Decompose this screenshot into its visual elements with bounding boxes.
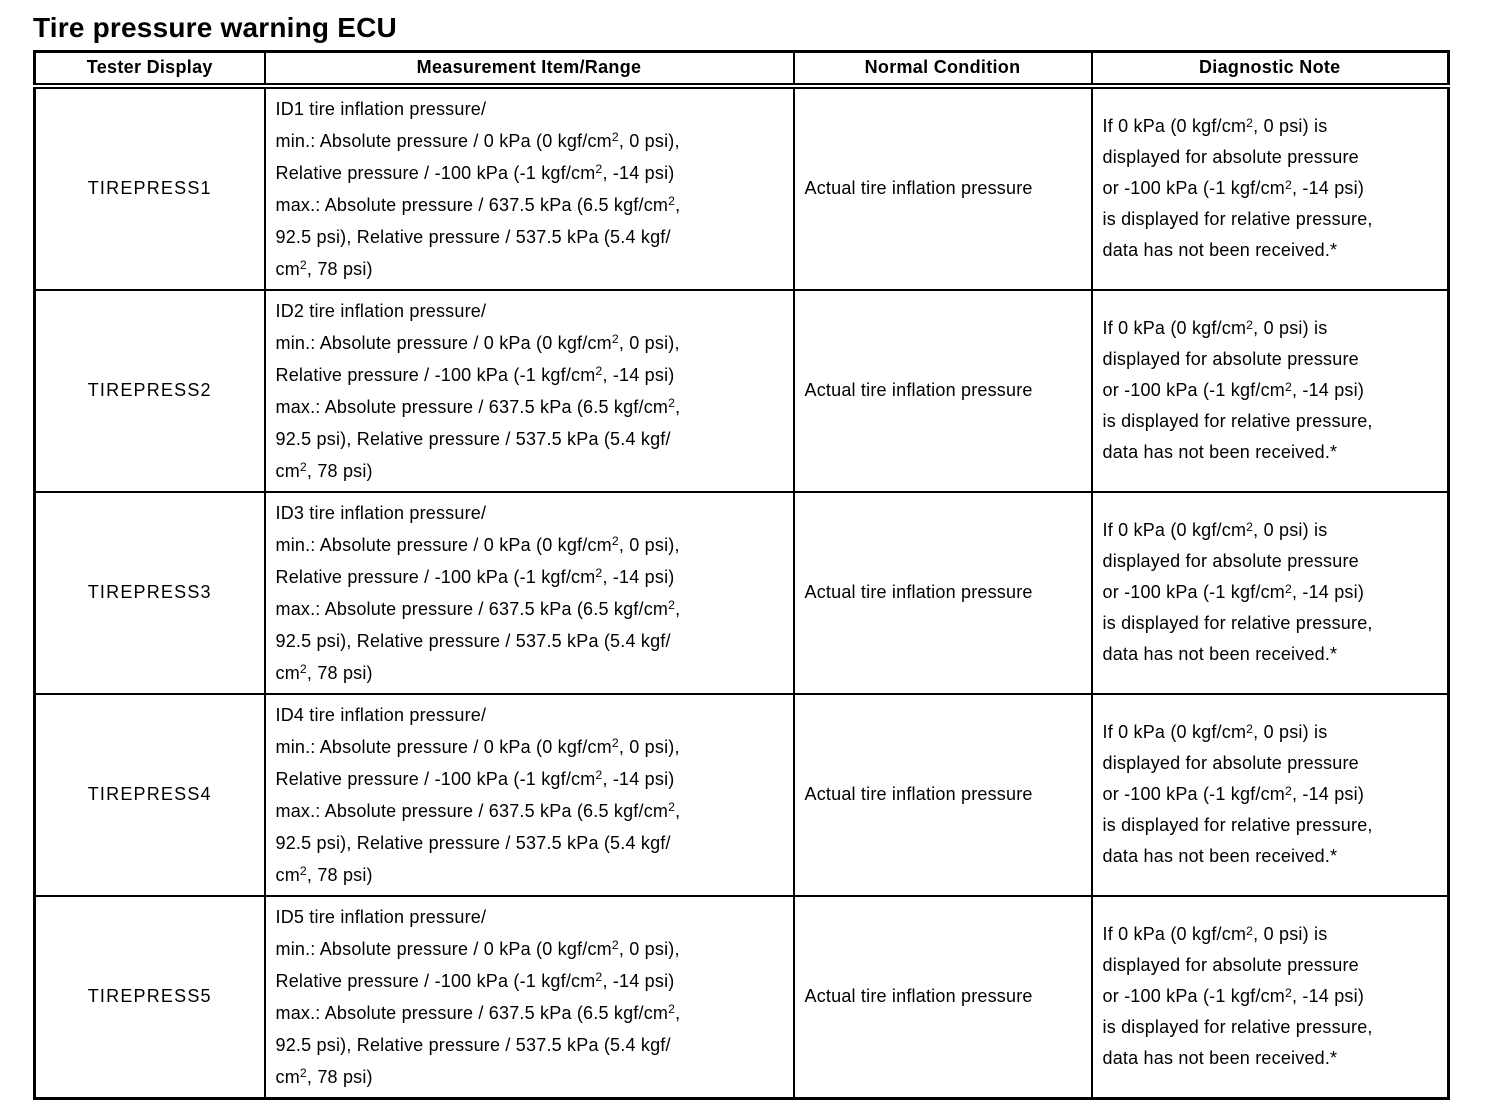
text-line: ID1 tire inflation pressure/ (275, 98, 487, 119)
text-line: data has not been received.* (1102, 644, 1338, 664)
text-line: Relative pressure / -100 kPa (-1 kgf/cm2… (275, 970, 675, 991)
text-line: data has not been received.* (1102, 1048, 1338, 1068)
table-row-tirepress4: TIREPRESS4 ID4 tire inflation pressure/m… (33, 692, 1450, 897)
text-line: ID5 tire inflation pressure/ (275, 906, 487, 927)
diagnostic-note-cell: If 0 kPa (0 kgf/cm2, 0 psi) is displayed … (1090, 84, 1450, 291)
text-line: 92.5 psi), Relative pressure / 537.5 kPa… (275, 1034, 671, 1055)
tester-display-cell: TIREPRESS4 (33, 692, 266, 897)
text-line: max.: Absolute pressure / 637.5 kPa (6.5… (275, 1002, 681, 1023)
text-line: data has not been received.* (1102, 240, 1338, 260)
diagnostic-note-cell: If 0 kPa (0 kgf/cm2, 0 psi) is displayed … (1090, 490, 1450, 695)
text-line: max.: Absolute pressure / 637.5 kPa (6.5… (275, 598, 681, 619)
text-line: Relative pressure / -100 kPa (-1 kgf/cm2… (275, 768, 675, 789)
tester-display-cell: TIREPRESS3 (33, 490, 266, 695)
text-line: max.: Absolute pressure / 637.5 kPa (6.5… (275, 800, 681, 821)
normal-condition-cell: Actual tire inflation pressure (792, 894, 1093, 1099)
text-line: is displayed for relative pressure, (1102, 209, 1373, 229)
diagnostic-note-cell: If 0 kPa (0 kgf/cm2, 0 psi) is displayed … (1090, 894, 1450, 1099)
text-line: or -100 kPa (-1 kgf/cm2, -14 psi) (1102, 581, 1365, 602)
tire-pressure-table: Tester Display Measurement Item/Range No… (33, 50, 1450, 1100)
text-line: If 0 kPa (0 kgf/cm2, 0 psi) is (1102, 923, 1328, 944)
measurement-item-range-cell: ID4 tire inflation pressure/min.: Absolu… (263, 692, 795, 897)
text-line: Relative pressure / -100 kPa (-1 kgf/cm2… (275, 364, 675, 385)
header-row: Tester Display Measurement Item/Range No… (33, 50, 1450, 89)
measurement-item-range-cell: ID5 tire inflation pressure/min.: Absolu… (263, 894, 795, 1099)
text-line: Relative pressure / -100 kPa (-1 kgf/cm2… (275, 162, 675, 183)
text-line: ID2 tire inflation pressure/ (275, 300, 487, 321)
text-line: cm2, 78 psi) (275, 662, 373, 683)
page-title: Tire pressure warning ECU (33, 12, 397, 43)
tester-display-cell: TIREPRESS5 (33, 894, 266, 1099)
measurement-item-range-cell: ID2 tire inflation pressure/min.: Absolu… (263, 288, 795, 493)
text-line: is displayed for relative pressure, (1102, 1017, 1373, 1037)
text-line: min.: Absolute pressure / 0 kPa (0 kgf/c… (275, 736, 680, 757)
text-line: 92.5 psi), Relative pressure / 537.5 kPa… (275, 428, 671, 449)
measurement-item-range-cell: ID3 tire inflation pressure/min.: Absolu… (263, 490, 795, 695)
text-line: or -100 kPa (-1 kgf/cm2, -14 psi) (1102, 783, 1365, 804)
header-normal-condition: Normal Condition (792, 50, 1093, 89)
text-line: displayed for absolute pressure (1102, 349, 1359, 369)
table-row-tirepress1: TIREPRESS1 ID1 tire inflation pressure/m… (33, 84, 1450, 291)
header-diagnostic-note: Diagnostic Note (1090, 50, 1450, 89)
normal-condition-cell: Actual tire inflation pressure (792, 490, 1093, 695)
text-line: ID3 tire inflation pressure/ (275, 502, 487, 523)
text-line: displayed for absolute pressure (1102, 551, 1359, 571)
header-tester-display: Tester Display (33, 50, 266, 89)
header-measurement-item-range: Measurement Item/Range (263, 50, 795, 89)
text-line: min.: Absolute pressure / 0 kPa (0 kgf/c… (275, 332, 680, 353)
text-line: max.: Absolute pressure / 637.5 kPa (6.5… (275, 396, 681, 417)
tester-display-cell: TIREPRESS1 (33, 84, 266, 291)
text-line: or -100 kPa (-1 kgf/cm2, -14 psi) (1102, 985, 1365, 1006)
text-line: If 0 kPa (0 kgf/cm2, 0 psi) is (1102, 317, 1328, 338)
text-line: or -100 kPa (-1 kgf/cm2, -14 psi) (1102, 177, 1365, 198)
text-line: min.: Absolute pressure / 0 kPa (0 kgf/c… (275, 130, 680, 151)
normal-condition-cell: Actual tire inflation pressure (792, 692, 1093, 897)
text-line: is displayed for relative pressure, (1102, 815, 1373, 835)
text-line: cm2, 78 psi) (275, 864, 373, 885)
text-line: If 0 kPa (0 kgf/cm2, 0 psi) is (1102, 519, 1328, 540)
normal-condition-cell: Actual tire inflation pressure (792, 288, 1093, 493)
text-line: is displayed for relative pressure, (1102, 411, 1373, 431)
text-line: displayed for absolute pressure (1102, 955, 1359, 975)
text-line: If 0 kPa (0 kgf/cm2, 0 psi) is (1102, 721, 1328, 742)
text-line: Relative pressure / -100 kPa (-1 kgf/cm2… (275, 566, 675, 587)
text-line: 92.5 psi), Relative pressure / 537.5 kPa… (275, 832, 671, 853)
text-line: ID4 tire inflation pressure/ (275, 704, 487, 725)
text-line: displayed for absolute pressure (1102, 753, 1359, 773)
text-line: displayed for absolute pressure (1102, 147, 1359, 167)
table-row-tirepress2: TIREPRESS2 ID2 tire inflation pressure/m… (33, 288, 1450, 493)
table-row-tirepress5: TIREPRESS5 ID5 tire inflation pressure/m… (33, 894, 1450, 1099)
tester-display-cell: TIREPRESS2 (33, 288, 266, 493)
text-line: min.: Absolute pressure / 0 kPa (0 kgf/c… (275, 534, 680, 555)
diagnostic-note-cell: If 0 kPa (0 kgf/cm2, 0 psi) is displayed … (1090, 692, 1450, 897)
text-line: cm2, 78 psi) (275, 460, 373, 481)
table-row-tirepress3: TIREPRESS3 ID3 tire inflation pressure/m… (33, 490, 1450, 695)
normal-condition-cell: Actual tire inflation pressure (792, 84, 1093, 291)
text-line: max.: Absolute pressure / 637.5 kPa (6.5… (275, 194, 681, 215)
text-line: cm2, 78 psi) (275, 258, 373, 279)
text-line: 92.5 psi), Relative pressure / 537.5 kPa… (275, 630, 671, 651)
text-line: cm2, 78 psi) (275, 1066, 373, 1087)
text-line: data has not been received.* (1102, 442, 1338, 462)
text-line: is displayed for relative pressure, (1102, 613, 1373, 633)
measurement-item-range-cell: ID1 tire inflation pressure/min.: Absolu… (263, 84, 795, 291)
text-line: If 0 kPa (0 kgf/cm2, 0 psi) is (1102, 115, 1328, 136)
text-line: data has not been received.* (1102, 846, 1338, 866)
diagnostic-note-cell: If 0 kPa (0 kgf/cm2, 0 psi) is displayed … (1090, 288, 1450, 493)
text-line: 92.5 psi), Relative pressure / 537.5 kPa… (275, 226, 671, 247)
text-line: or -100 kPa (-1 kgf/cm2, -14 psi) (1102, 379, 1365, 400)
text-line: min.: Absolute pressure / 0 kPa (0 kgf/c… (275, 938, 680, 959)
